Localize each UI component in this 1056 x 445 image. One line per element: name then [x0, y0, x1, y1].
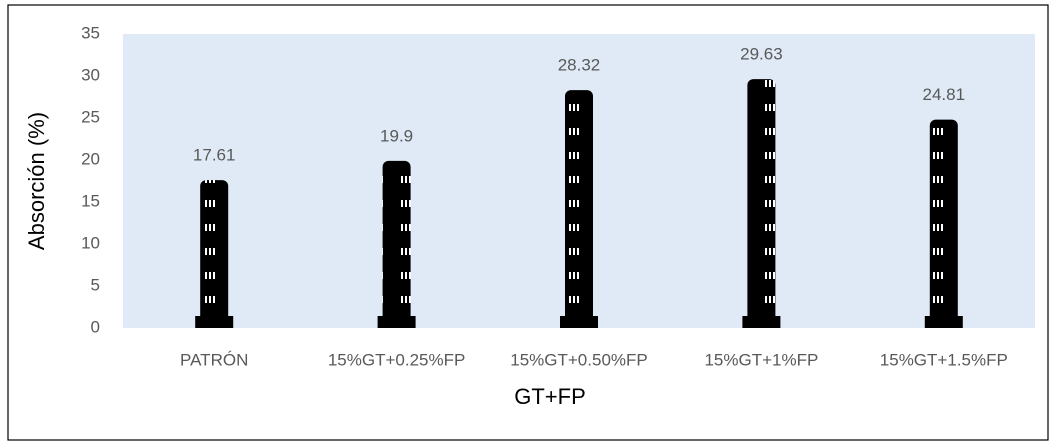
x-axis-title: GT+FP	[514, 384, 586, 409]
x-tick-label: 15%GT+1.5%FP	[880, 350, 1008, 369]
bar	[929, 119, 958, 328]
bar-base	[377, 316, 416, 328]
y-tick-label: 10	[81, 233, 100, 252]
bar-base	[560, 316, 598, 328]
bar	[200, 180, 229, 328]
y-tick-label: 35	[81, 23, 100, 42]
y-tick-label: 15	[81, 191, 100, 210]
bar-base	[195, 316, 234, 328]
x-tick-label: 15%GT+1%FP	[704, 350, 818, 369]
y-tick-label: 30	[81, 65, 100, 84]
x-tick-label: PATRÓN	[180, 350, 248, 369]
bar	[565, 90, 593, 328]
y-tick-label: 0	[91, 317, 100, 336]
value-label: 19.9	[380, 126, 413, 145]
x-tick-label: 15%GT+0.25%FP	[328, 350, 466, 369]
value-label: 17.61	[193, 146, 236, 165]
y-axis-title: Absorción (%)	[24, 112, 49, 250]
value-label: 28.32	[558, 56, 601, 75]
y-tick-label: 5	[91, 275, 100, 294]
value-label: 29.63	[740, 45, 783, 64]
bar-base	[924, 316, 963, 328]
bar-base	[742, 316, 781, 328]
value-label: 24.81	[923, 85, 966, 104]
bar	[747, 79, 776, 328]
x-tick-label: 15%GT+0.50%FP	[510, 350, 648, 369]
y-tick-label: 25	[81, 107, 100, 126]
bar	[382, 160, 411, 328]
y-tick-label: 20	[81, 149, 100, 168]
